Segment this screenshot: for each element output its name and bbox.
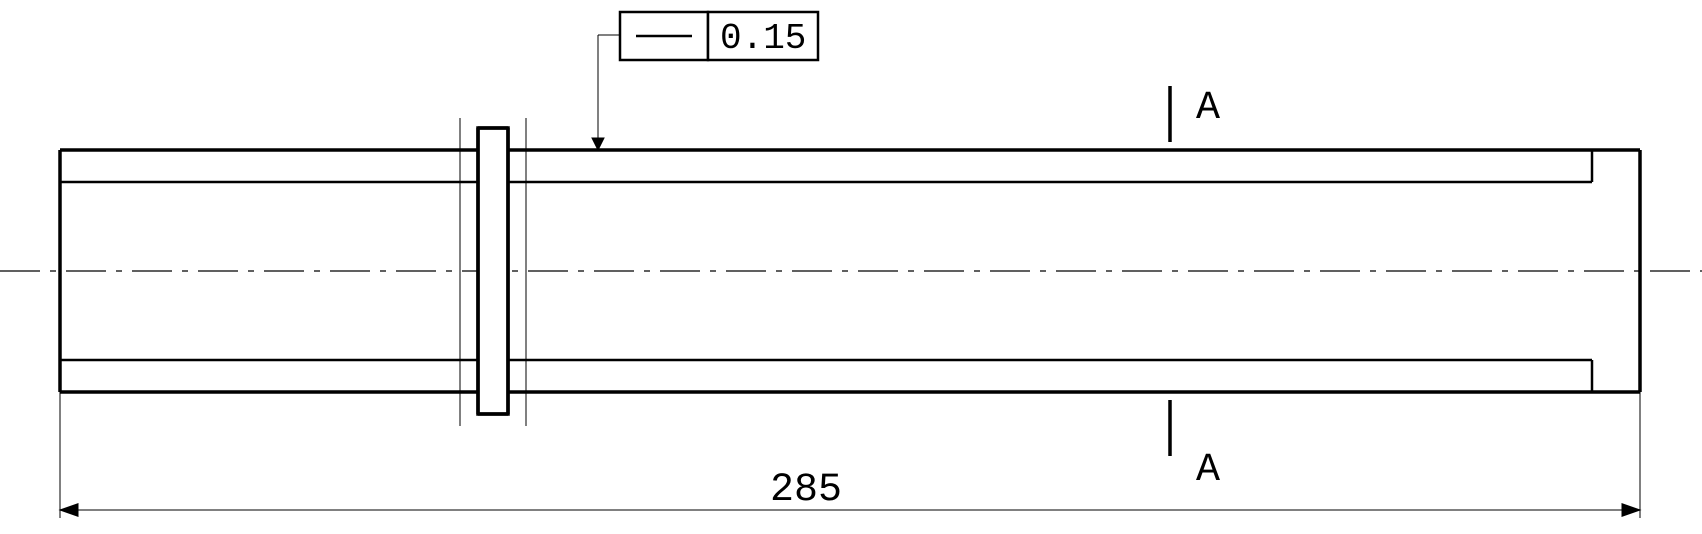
length-dimension-text: 285 <box>770 468 842 513</box>
section-label-top: A <box>1196 86 1220 131</box>
tolerance-value-text: 0.15 <box>720 18 806 59</box>
engineering-drawing: 0.15 A A 285 <box>0 0 1702 534</box>
section-label-bottom: A <box>1196 448 1220 493</box>
